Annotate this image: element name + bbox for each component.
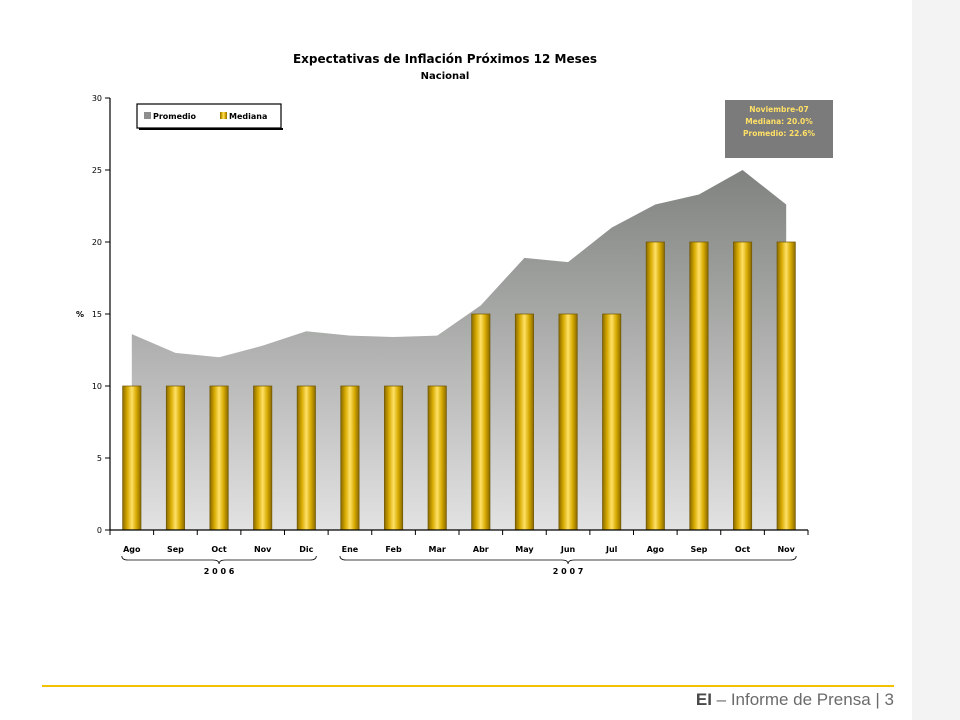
footer-text: – Informe de Prensa | 3 — [711, 690, 894, 709]
mediana-bar — [514, 313, 534, 531]
mediana-bar — [296, 385, 316, 531]
y-tick-label: 30 — [92, 94, 102, 103]
legend-swatch-promedio — [144, 112, 151, 119]
y-tick-label: 20 — [92, 238, 102, 247]
y-tick-label: 15 — [92, 310, 102, 319]
mediana-bar — [689, 241, 709, 531]
year-label: 2 0 0 7 — [553, 567, 584, 576]
mediana-bar — [122, 385, 142, 531]
mediana-bar — [340, 385, 360, 531]
legend-box — [136, 103, 282, 129]
y-tick-label: 0 — [97, 526, 102, 535]
inflation-chart: Expectativas de Inflación Próximos 12 Me… — [76, 52, 833, 576]
x-tick-label: Sep — [167, 545, 184, 554]
year-bracket — [339, 555, 797, 565]
promedio-area — [131, 170, 787, 530]
mediana-bar — [471, 313, 491, 531]
chart-subtitle: Nacional — [421, 71, 470, 82]
mediana-bar — [427, 385, 447, 531]
annotation-line: Promedio: 22.6% — [743, 129, 815, 138]
mediana-bar — [165, 385, 185, 531]
x-tick-label: May — [515, 545, 534, 554]
footer-brand: EI — [695, 690, 712, 709]
x-tick-label: Sep — [690, 545, 707, 554]
mediana-bar — [253, 385, 273, 531]
annotation-box — [725, 100, 833, 158]
x-tick-label: Ene — [342, 545, 359, 554]
x-tick-label: Feb — [385, 545, 402, 554]
annotation-line: Mediana: 20.0% — [745, 117, 813, 126]
legend-swatch-mediana — [220, 112, 227, 119]
y-tick-label: 10 — [92, 382, 102, 391]
x-tick-label: Abr — [473, 545, 489, 554]
y-tick-label: 5 — [97, 454, 102, 463]
footer: EI – Informe de Prensa | 3 — [696, 690, 894, 710]
x-tick-label: Dic — [299, 545, 313, 554]
mediana-bar — [776, 241, 796, 531]
legend-label-promedio: Promedio — [153, 112, 197, 121]
y-tick-label: 25 — [92, 166, 102, 175]
x-tick-label: Jun — [560, 545, 576, 554]
x-tick-label: Oct — [211, 545, 227, 554]
mediana-bar — [733, 241, 753, 531]
year-label: 2 0 0 6 — [204, 567, 235, 576]
plot-area: 0 5 10 15 20 25 30% Ago Sep Oct Nov Dic Ene Feb Mar Abr… — [76, 94, 833, 576]
y-axis-label: % — [76, 310, 84, 319]
x-tick-label: Nov — [777, 545, 795, 554]
x-tick-label: Nov — [254, 545, 272, 554]
chart-title: Expectativas de Inflación Próximos 12 Me… — [293, 52, 597, 66]
footer-accent-line — [42, 685, 894, 687]
mediana-bar — [558, 313, 578, 531]
annotation-line: Noviembre-07 — [749, 105, 809, 114]
x-tick-label: Ago — [647, 545, 665, 554]
page-side-strip — [912, 0, 960, 720]
x-tick-label: Ago — [123, 545, 141, 554]
mediana-bar — [602, 313, 622, 531]
legend-label-mediana: Mediana — [229, 112, 267, 121]
year-bracket — [121, 555, 317, 565]
mediana-bar — [384, 385, 404, 531]
mediana-bar — [645, 241, 665, 531]
x-tick-label: Jul — [605, 545, 618, 554]
x-tick-label: Mar — [429, 545, 446, 554]
x-tick-label: Oct — [735, 545, 751, 554]
mediana-bar — [209, 385, 229, 531]
